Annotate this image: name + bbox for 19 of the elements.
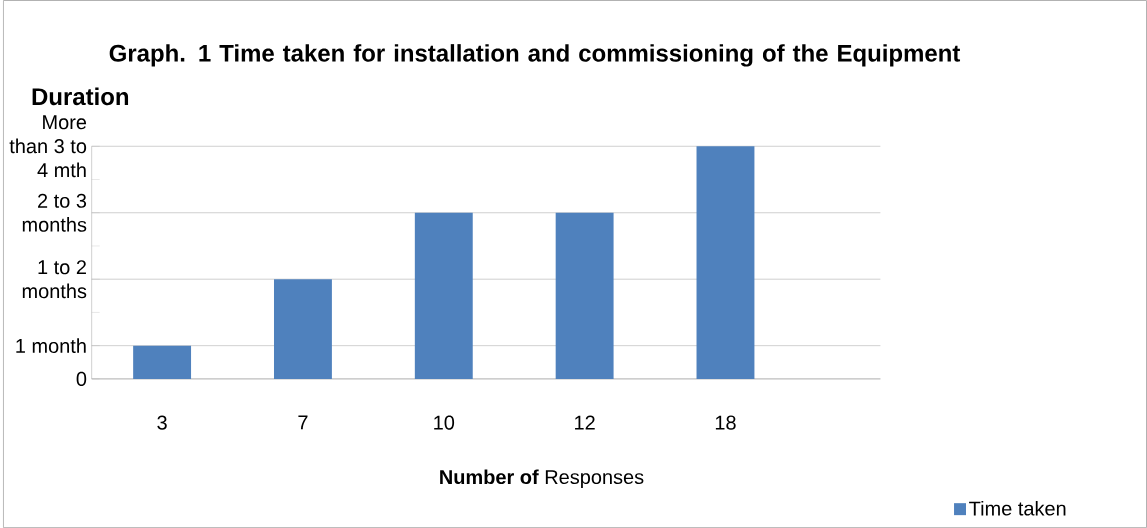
y-tick-label: 1 to 2 months — [22, 260, 87, 299]
x-tick-label: 10 — [434, 415, 455, 430]
x-tick-label: 7 — [298, 415, 308, 430]
x-tick-label: 3 — [157, 415, 167, 430]
bar — [133, 345, 192, 379]
chart-title: Graph. 1 Time taken for installation and commissioning of the Equipment — [109, 44, 961, 67]
bar — [414, 212, 473, 379]
y-tick-label: More than 3 to 4 mth — [9, 115, 87, 178]
x-tick-label: 12 — [575, 415, 595, 430]
y-tick-label: 0 — [76, 371, 87, 386]
y-tick-label: 2 to 3 months — [22, 193, 87, 232]
bar — [555, 212, 614, 379]
y-axis-title: Duration — [32, 87, 129, 106]
legend-label: Time taken — [969, 500, 1066, 516]
x-axis-title: Number of Responses — [440, 469, 644, 488]
bar — [273, 279, 332, 379]
y-tick-label: 1 month — [16, 338, 86, 353]
x-tick-label: 18 — [715, 415, 736, 430]
bar — [696, 146, 755, 379]
